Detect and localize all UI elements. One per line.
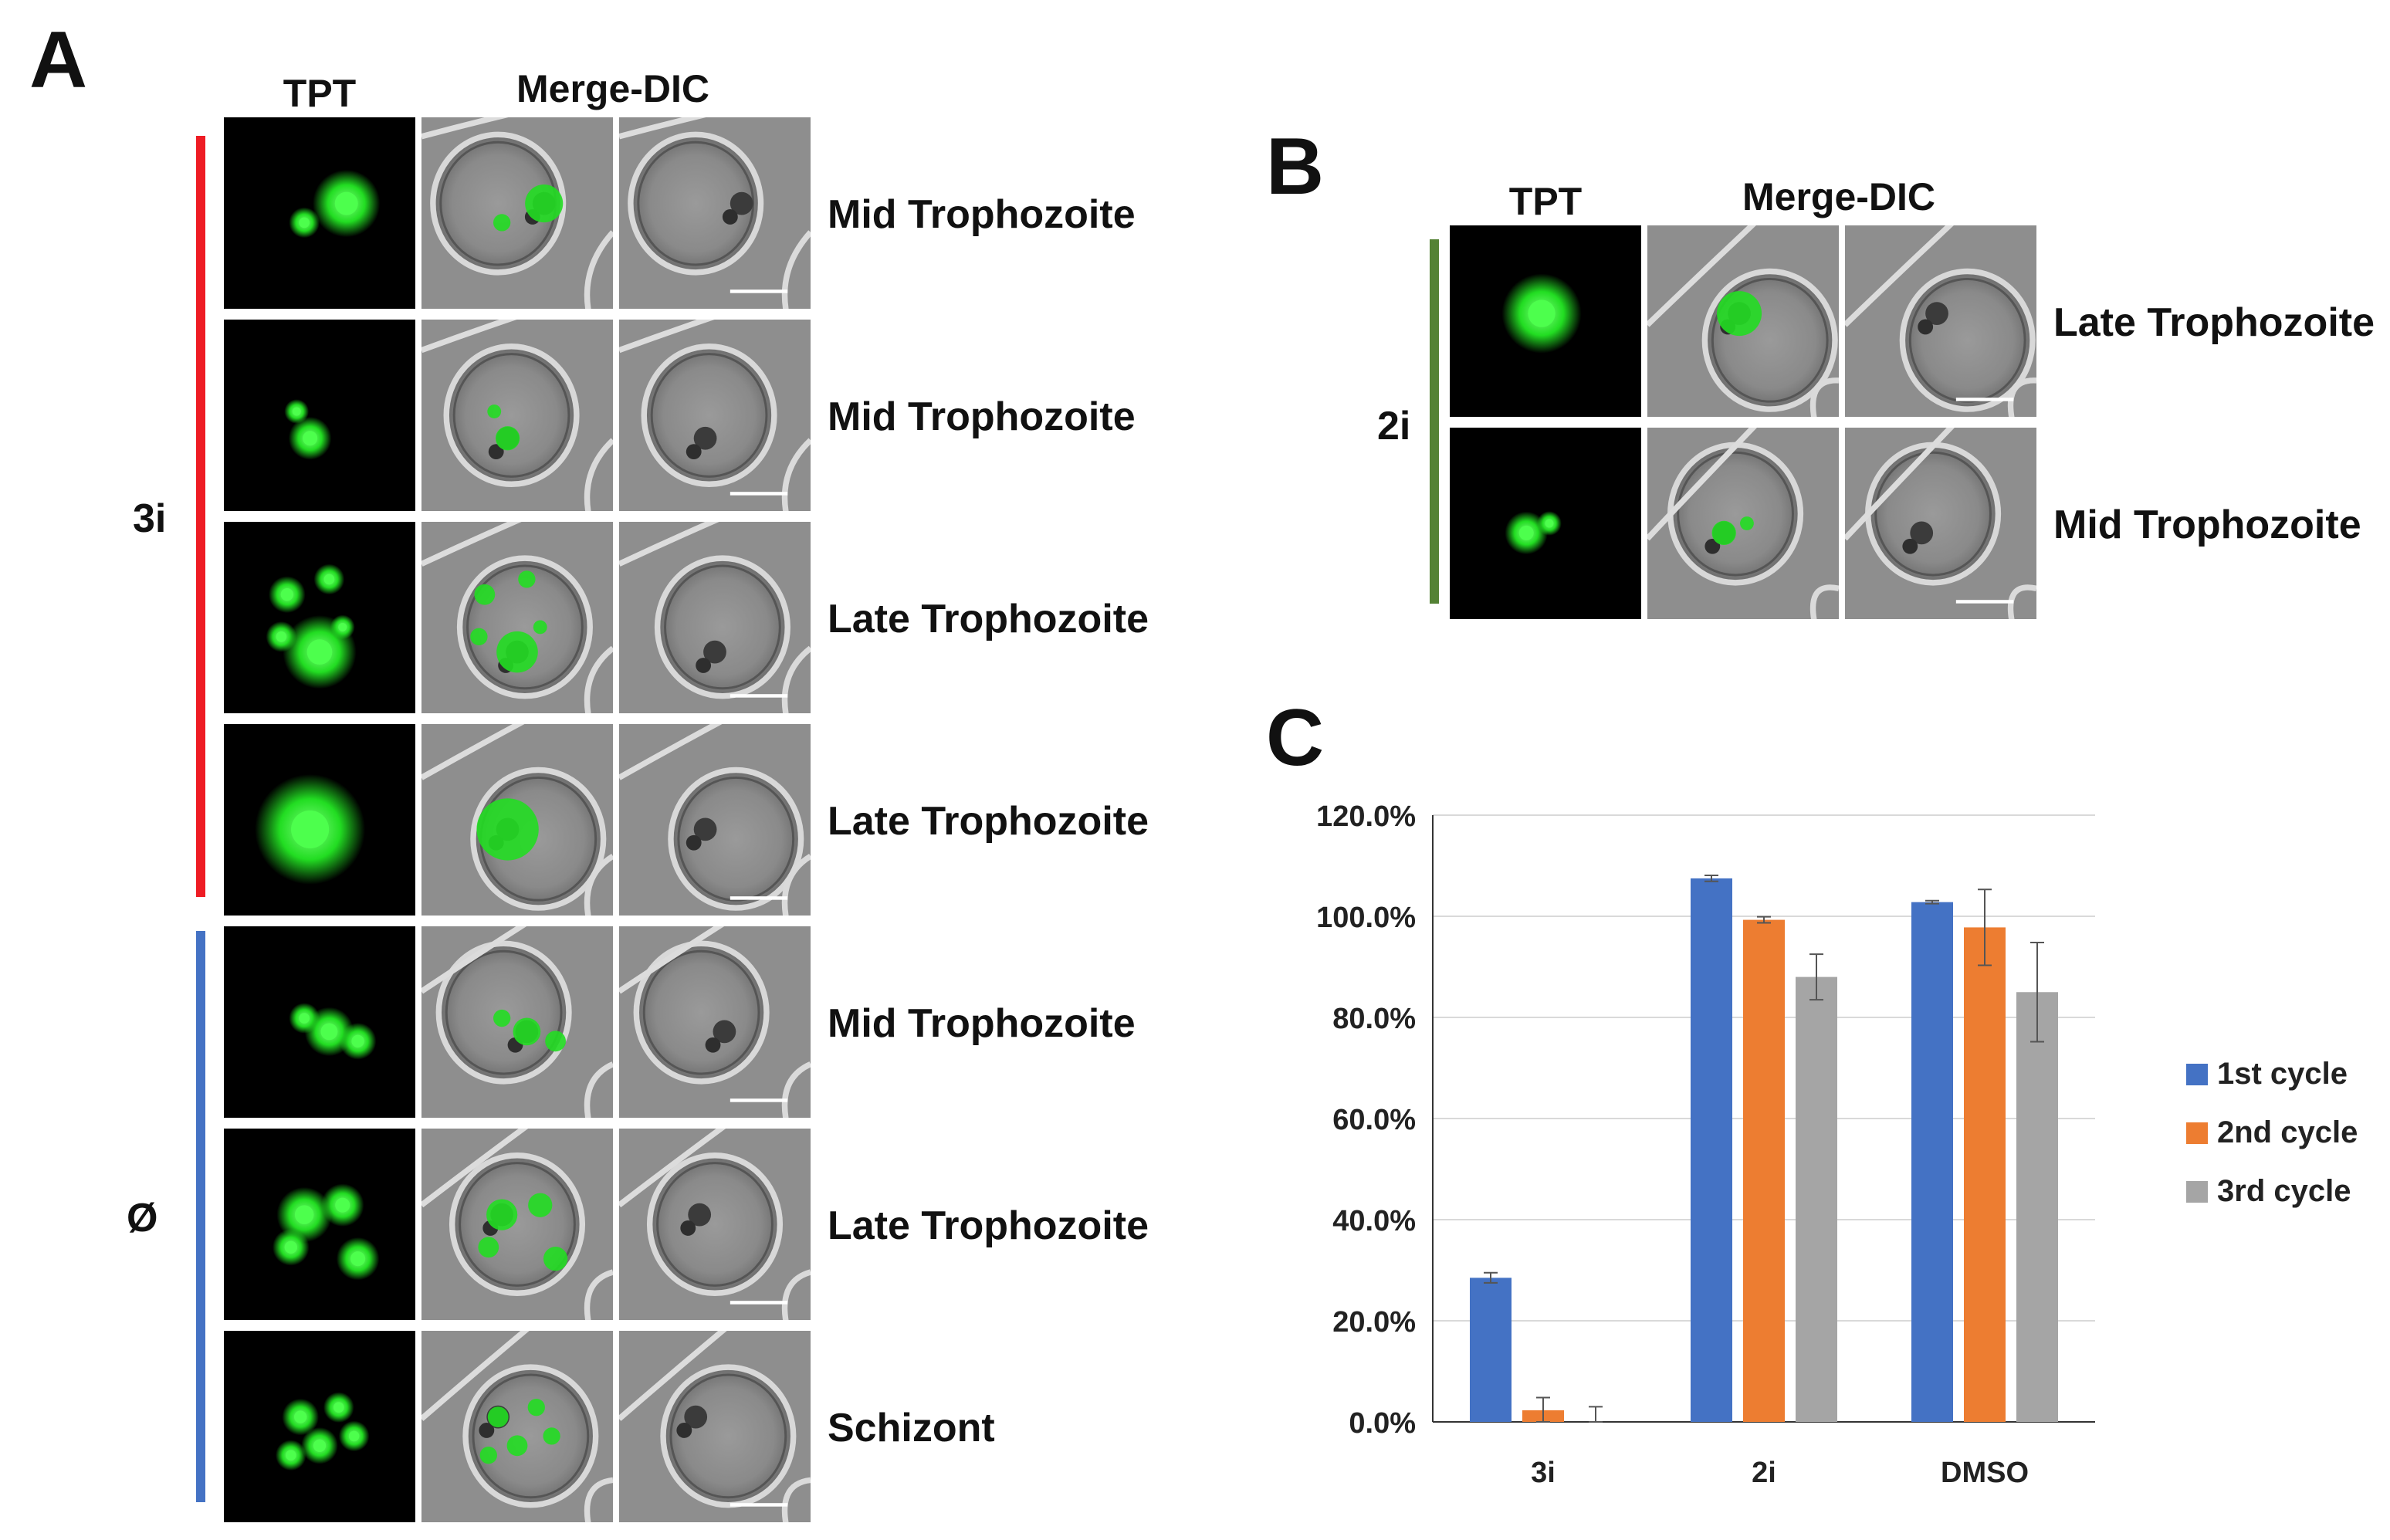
- group-3i-bar: [196, 136, 205, 897]
- merge-dic-image: [1647, 225, 1839, 417]
- dic-image: [619, 1331, 811, 1522]
- group-2i-bar: [1430, 239, 1439, 604]
- legend-label: 1st cycle: [2217, 1057, 2348, 1091]
- group-2i-label: 2i: [1377, 404, 1411, 448]
- merge-dic-image: [421, 522, 613, 713]
- tpt-fluorescence-image: [1450, 428, 1641, 619]
- tpt-fluorescence-image: [224, 724, 415, 916]
- dic-image: [619, 117, 811, 309]
- bar: [1743, 919, 1785, 1422]
- tpt-fluorescence-image: [224, 522, 415, 713]
- x-tick-label: DMSO: [1941, 1457, 2029, 1489]
- bar: [2016, 992, 2058, 1422]
- x-tick-label: 2i: [1752, 1457, 1776, 1489]
- bar: [1964, 927, 2006, 1422]
- tpt-fluorescence-image: [224, 1331, 415, 1522]
- panel-a-row-label: Late Trophozoite: [828, 1203, 1149, 1248]
- panel-b-col-tpt: TPT: [1508, 180, 1583, 223]
- y-tick-label: 20.0%: [1332, 1306, 1416, 1339]
- panel-b-col-merge: Merge-DIC: [1742, 175, 1936, 218]
- group-3i-label: 3i: [133, 496, 167, 541]
- legend-swatch: [2186, 1181, 2208, 1203]
- merge-dic-image: [421, 1129, 613, 1320]
- bar: [1470, 1278, 1512, 1422]
- dic-image: [619, 724, 811, 916]
- panel-b-row-label: Mid Trophozoite: [2053, 503, 2361, 547]
- merge-dic-image: [421, 926, 613, 1118]
- tpt-fluorescence-image: [224, 1129, 415, 1320]
- dic-image: [619, 926, 811, 1118]
- bar: [1796, 976, 1837, 1422]
- panel-b-letter: B: [1266, 122, 1325, 212]
- legend-label: 2nd cycle: [2217, 1115, 2358, 1149]
- group-null-bar: [196, 931, 205, 1502]
- tpt-fluorescence-image: [224, 117, 415, 309]
- merge-dic-image: [421, 1331, 613, 1522]
- dic-image: [1845, 225, 2036, 417]
- panel-a-row-label: Mid Trophozoite: [828, 394, 1136, 439]
- tpt-fluorescence-image: [224, 320, 415, 511]
- x-tick-label: 3i: [1531, 1457, 1556, 1489]
- panel-c-letter: C: [1266, 693, 1325, 783]
- panel-a-row-label: Mid Trophozoite: [828, 192, 1136, 237]
- y-tick-label: 120.0%: [1316, 800, 1416, 833]
- panel-a-row-label: Schizont: [828, 1406, 995, 1450]
- legend-label: 3rd cycle: [2217, 1174, 2351, 1208]
- panel-c-bar-chart: 0.0% 20.0% 40.0% 60.0% 80.0% 100.0% 120.0% 3i 2i…: [1316, 800, 2358, 1489]
- y-tick-label: 0.0%: [1349, 1407, 1416, 1440]
- bar: [1911, 902, 1953, 1422]
- merge-dic-image: [421, 117, 613, 309]
- legend-swatch: [2186, 1122, 2208, 1144]
- merge-dic-image: [421, 320, 613, 511]
- y-tick-label: 80.0%: [1332, 1003, 1416, 1035]
- panel-a-letter: A: [29, 15, 88, 105]
- dic-image: [619, 1129, 811, 1320]
- dic-image: [619, 320, 811, 511]
- tpt-fluorescence-image: [224, 926, 415, 1118]
- y-tick-label: 40.0%: [1332, 1205, 1416, 1237]
- panel-b-row-label: Late Trophozoite: [2053, 300, 2375, 345]
- group-null-label: Ø: [127, 1196, 158, 1240]
- panel-a-col-merge: Merge-DIC: [516, 67, 710, 110]
- y-tick-label: 60.0%: [1332, 1104, 1416, 1136]
- dic-image: [619, 522, 811, 713]
- merge-dic-image: [421, 724, 613, 916]
- bar: [1691, 878, 1732, 1422]
- dic-image: [1845, 428, 2036, 619]
- panel-a-col-tpt: TPT: [283, 72, 357, 115]
- panel-a-row-label: Late Trophozoite: [828, 597, 1149, 641]
- panel-a-row-label: Late Trophozoite: [828, 799, 1149, 844]
- tpt-fluorescence-image: [1450, 225, 1641, 417]
- panel-a-row-label: Mid Trophozoite: [828, 1001, 1136, 1046]
- y-tick-label: 100.0%: [1316, 902, 1416, 934]
- merge-dic-image: [1647, 428, 1839, 619]
- legend-swatch: [2186, 1064, 2208, 1085]
